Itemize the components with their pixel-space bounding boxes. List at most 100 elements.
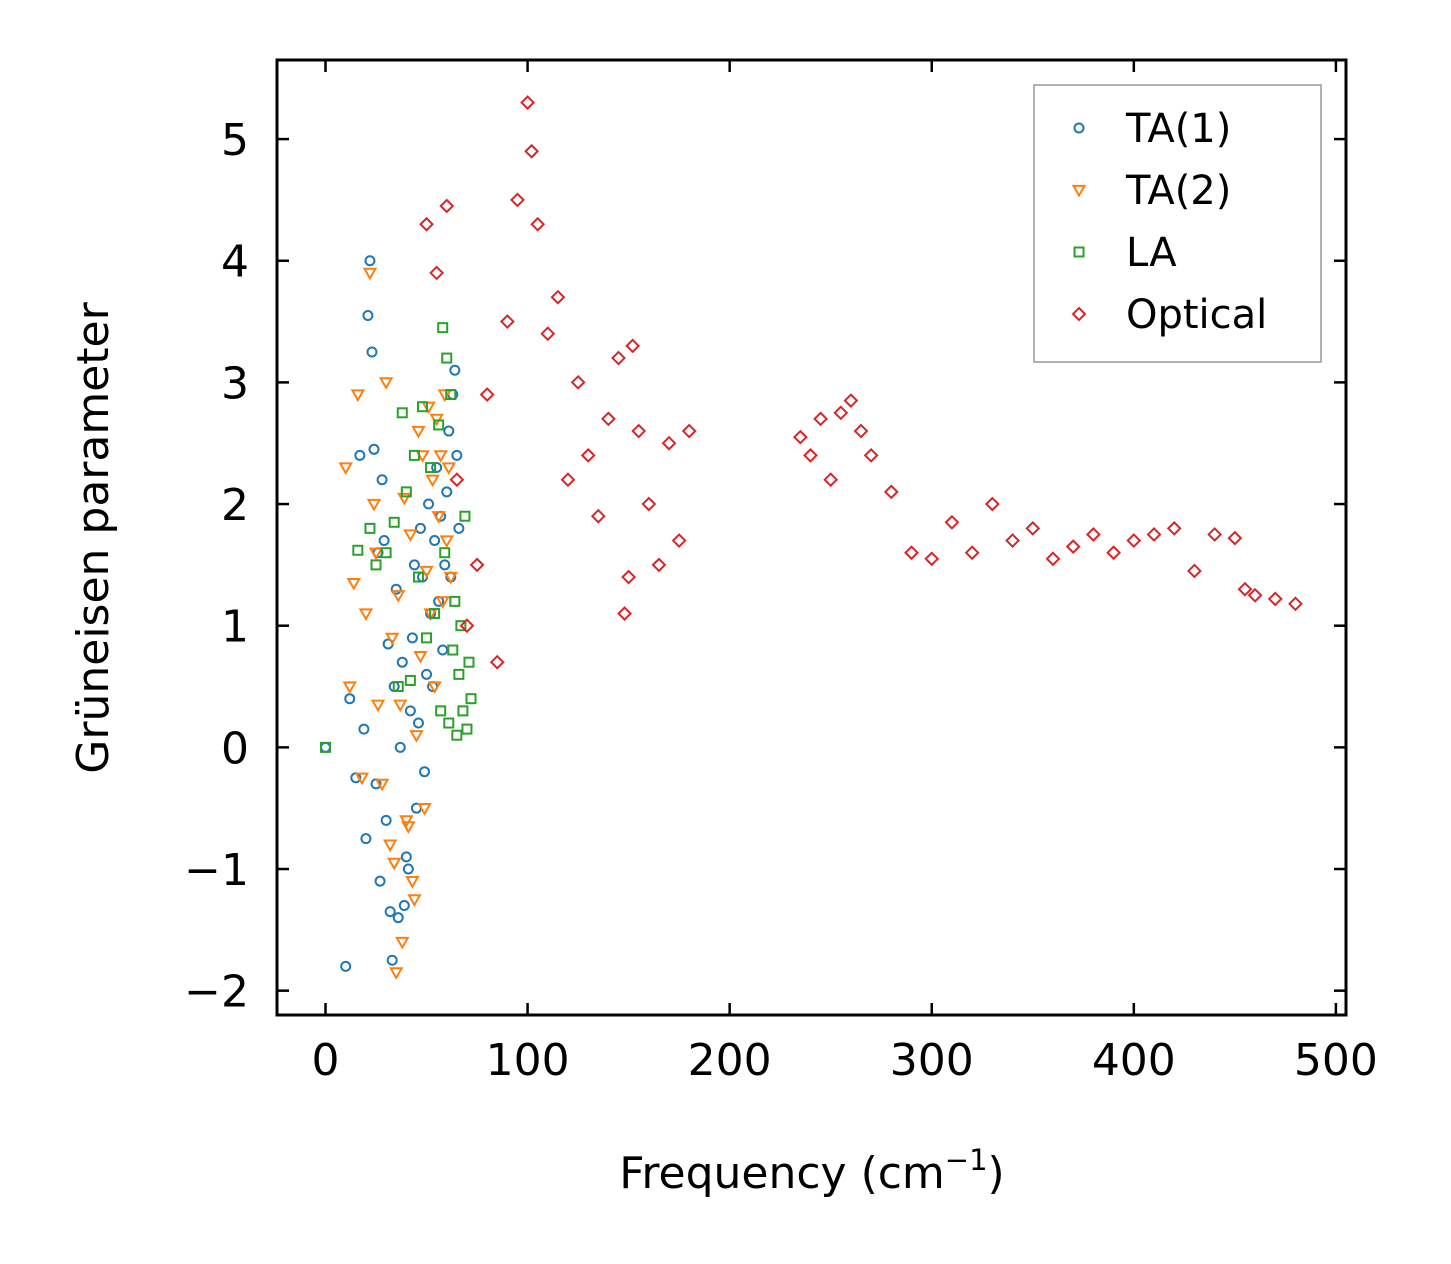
data-point (338, 462, 353, 476)
data-point (530, 216, 546, 232)
data-point (384, 632, 400, 646)
data-point (354, 772, 370, 786)
data-point (964, 545, 980, 561)
data-point (417, 803, 432, 816)
data-point (319, 741, 331, 753)
x-tick-label: 400 (1092, 1035, 1176, 1086)
data-point (580, 447, 596, 463)
data-point (590, 508, 606, 524)
data-point (366, 498, 382, 512)
data-point (570, 374, 586, 390)
legend-label: TA(2) (1125, 168, 1231, 214)
series-ta-1 (319, 255, 465, 972)
x-tick-label: 500 (1294, 1035, 1378, 1086)
axes: 0 100 200 300 400 500 −2 −1 0 1 2 3 4 5 (184, 58, 1378, 1086)
data-point (358, 723, 370, 735)
data-point (641, 496, 657, 512)
data-point (378, 535, 390, 547)
data-point (400, 851, 412, 863)
data-point (400, 486, 412, 498)
data-point (469, 557, 485, 573)
x-tick-label: 200 (688, 1035, 772, 1086)
data-point (395, 936, 410, 950)
data-point (792, 429, 808, 445)
data-point (617, 606, 632, 621)
data-point (560, 472, 576, 488)
legend-marker (1073, 122, 1085, 134)
data-point (404, 674, 416, 686)
data-point (453, 522, 465, 534)
data-point (362, 309, 374, 321)
data-point (419, 766, 431, 778)
data-point (479, 387, 495, 402)
data-point (391, 590, 406, 603)
data-point (1085, 527, 1101, 542)
data-point (524, 143, 540, 159)
legend-marker (1071, 184, 1087, 198)
data-point (366, 346, 378, 358)
legend-label: LA (1126, 230, 1177, 276)
data-point (1126, 533, 1142, 548)
data-point (1106, 545, 1122, 561)
data-point (433, 450, 448, 463)
data-point (1025, 520, 1041, 536)
data-point (412, 571, 424, 583)
data-point (425, 474, 440, 488)
data-point (411, 425, 426, 439)
data-point (944, 514, 960, 530)
data-point (457, 705, 469, 717)
data-point (651, 557, 667, 573)
data-point (423, 498, 435, 510)
data-point (386, 857, 402, 871)
data-point (813, 411, 829, 427)
data-point (358, 608, 374, 622)
data-point (883, 484, 899, 500)
data-point (1237, 581, 1253, 597)
data-point (382, 839, 398, 853)
plot-frame (275, 58, 1348, 1017)
data-point (449, 595, 461, 607)
legend-marker (1073, 246, 1085, 258)
y-tick-label: −2 (184, 967, 249, 1018)
data-point (465, 693, 477, 705)
y-tick-label: 2 (221, 480, 249, 531)
data-point (984, 496, 1000, 512)
data-point (1288, 596, 1303, 612)
data-point (393, 699, 408, 713)
data-point (352, 544, 364, 556)
legend-label: Optical (1126, 292, 1267, 338)
data-point (550, 289, 566, 305)
data-point (1065, 539, 1081, 555)
data-point (520, 95, 535, 110)
y-tick-label: 3 (221, 358, 249, 409)
data-point (433, 419, 445, 431)
data-point (416, 401, 428, 413)
y-tick-label: −1 (184, 845, 249, 896)
data-point (443, 571, 459, 585)
data-point (408, 449, 420, 461)
data-point (364, 255, 376, 267)
data-point (386, 954, 398, 966)
series-la (319, 322, 477, 753)
data-point (398, 900, 410, 912)
data-point (499, 314, 515, 329)
legend-item: Optical (1071, 292, 1267, 338)
data-point (437, 389, 452, 403)
data-point (374, 875, 386, 887)
data-point (376, 474, 388, 486)
data-point (437, 322, 449, 334)
data-point (429, 535, 441, 547)
data-point (399, 815, 414, 828)
data-point (368, 443, 380, 455)
data-point (346, 577, 362, 591)
data-point (421, 668, 433, 680)
data-point (414, 522, 426, 534)
data-point (540, 326, 556, 342)
data-point (402, 863, 414, 875)
data-point (455, 620, 467, 632)
data-point (406, 632, 418, 644)
x-axis-label: Frequency (cm−1) (619, 1143, 1004, 1199)
data-point (370, 699, 386, 713)
data-point (441, 462, 456, 476)
data-point (403, 529, 418, 542)
